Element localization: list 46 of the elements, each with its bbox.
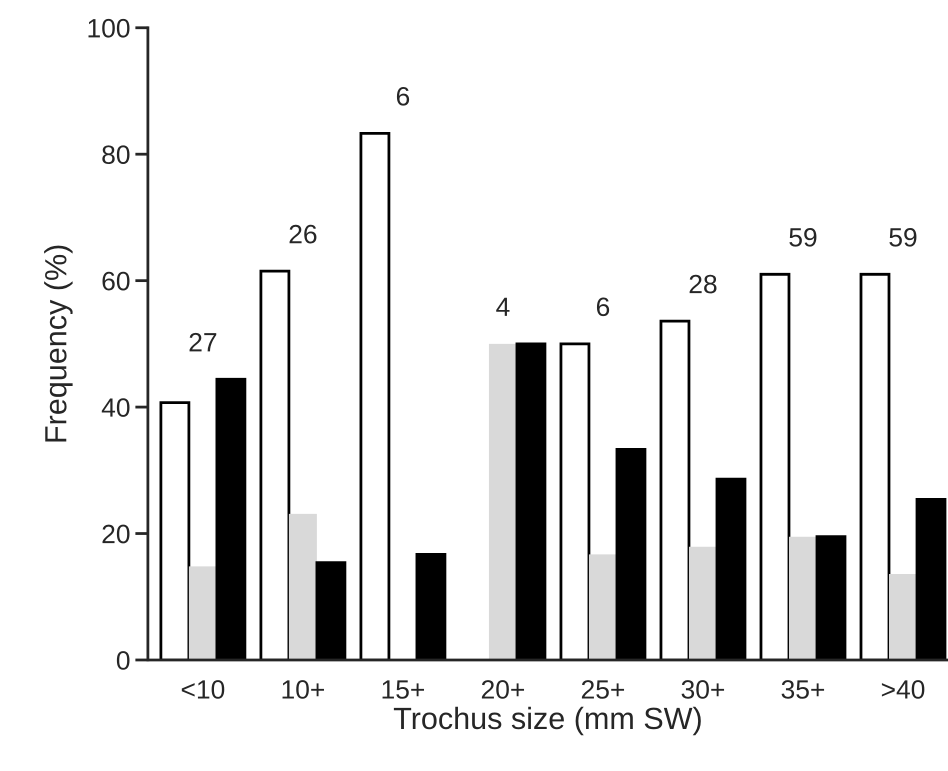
bar [160,401,190,660]
bar [360,132,390,660]
bar [816,535,846,660]
bar [916,498,946,660]
annotation: 6 [396,86,410,106]
bar [416,553,446,660]
bar [316,561,346,660]
annotation: 28 [690,274,716,294]
bar [260,270,290,660]
bar [560,342,590,660]
y-tick-label: 60 [102,272,130,290]
bar [660,320,690,660]
x-tick-label: 35+ [782,680,824,699]
x-tick-label: >40 [882,680,924,699]
x-tick-label: 30+ [682,680,724,699]
bar [488,344,517,660]
annotation: 26 [290,224,316,244]
y-tick-label: 100 [88,18,130,38]
bar [288,514,317,660]
annotation: 59 [889,228,916,247]
y-tick-label: 0 [116,651,130,670]
bar [716,478,746,660]
bar [888,574,917,660]
x-axis-title: Trochus size (mm SW) [394,706,701,736]
x-tick-label: 25+ [582,680,624,699]
annotation: 6 [596,297,610,316]
bar [516,342,546,660]
y-axis-title: Frequency (%) [44,246,73,442]
annotation: 27 [190,332,216,352]
bar [616,448,646,660]
x-tick-label: 20+ [482,680,524,699]
bar [860,272,890,660]
bar [788,536,817,660]
bar [216,378,246,660]
x-tick-label: 10+ [282,680,324,699]
bar [588,554,617,660]
y-tick-label: 20 [102,524,130,544]
annotation: 4 [496,298,510,316]
x-tick-label: <10 [182,680,224,699]
y-tick-label: 40 [102,398,130,417]
bar [688,546,717,660]
bar [760,272,790,660]
annotation: 59 [789,228,816,247]
bar [188,566,217,660]
x-tick-label: 15+ [382,680,424,699]
y-tick-label: 80 [102,145,130,164]
